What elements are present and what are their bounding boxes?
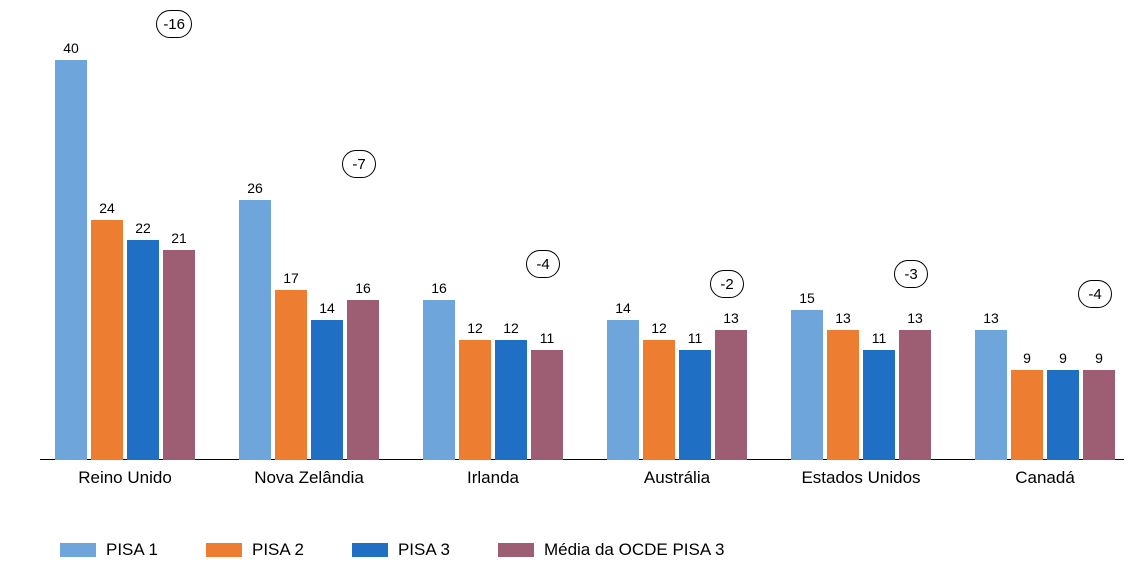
bar: 21 [163,250,195,460]
diff-bubble: -16 [156,10,192,38]
x-axis-label: Irlanda [467,468,519,488]
x-axis-labels: Reino Unido Nova Zelândia Irlanda Austrália… [40,468,1124,508]
bar: 13 [827,330,859,460]
bar-value-label: 11 [531,330,563,346]
legend-item: PISA 2 [206,540,304,560]
bar-value-label: 14 [607,300,639,316]
bar-value-label: 17 [275,270,307,286]
bar-value-label: 14 [311,300,343,316]
x-axis-label: Estados Unidos [801,468,920,488]
x-axis-line [40,459,1124,460]
diff-bubble: -4 [1078,280,1112,308]
bar-group: 16121211-4 [418,10,568,460]
bar: 16 [423,300,455,460]
bar-value-label: 13 [975,310,1007,326]
diff-bubble: -2 [710,270,744,298]
legend-label: PISA 1 [106,540,158,560]
diff-value: -16 [163,16,185,33]
legend-swatch [498,543,534,557]
bar: 12 [495,340,527,460]
bar-value-label: 12 [495,320,527,336]
legend-swatch [206,543,242,557]
bar-value-label: 13 [827,310,859,326]
bar-value-label: 13 [899,310,931,326]
diff-value: -2 [720,276,733,293]
bar-group: 15131113-3 [786,10,936,460]
x-axis-label: Reino Unido [78,468,172,488]
bar-value-label: 22 [127,220,159,236]
bar: 11 [679,350,711,460]
bar: 24 [91,220,123,460]
bar: 12 [459,340,491,460]
bar-value-label: 24 [91,200,123,216]
bar: 16 [347,300,379,460]
bar: 11 [531,350,563,460]
x-axis-label: Nova Zelândia [254,468,364,488]
bar-value-label: 26 [239,180,271,196]
bar-value-label: 11 [863,330,895,346]
legend-item: PISA 1 [60,540,158,560]
diff-value: -4 [1088,286,1101,303]
bar: 13 [715,330,747,460]
diff-bubble: -7 [342,150,376,178]
bar: 14 [607,320,639,460]
bar-value-label: 12 [459,320,491,336]
bar: 13 [975,330,1007,460]
bar: 26 [239,200,271,460]
bar-value-label: 9 [1083,350,1115,366]
bar: 9 [1083,370,1115,460]
bar: 9 [1047,370,1079,460]
legend-label: PISA 2 [252,540,304,560]
diff-value: -4 [536,256,549,273]
diff-value: -7 [352,156,365,173]
bar: 14 [311,320,343,460]
legend-swatch [352,543,388,557]
diff-bubble: -3 [894,260,928,288]
bar: 9 [1011,370,1043,460]
legend: PISA 1 PISA 2 PISA 3 Média da OCDE PISA 3 [60,530,1084,570]
bar: 22 [127,240,159,460]
bar-value-label: 16 [423,280,455,296]
bar-value-label: 16 [347,280,379,296]
legend-item: PISA 3 [352,540,450,560]
bar-group: 14121113-2 [602,10,752,460]
bar-value-label: 40 [55,40,87,56]
bar-value-label: 21 [163,230,195,246]
legend-swatch [60,543,96,557]
bar-group: 40242221-16 [50,10,200,460]
legend-label: Média da OCDE PISA 3 [544,540,724,560]
plot-area: 40242221-1626171416-716121211-414121113-… [40,10,1124,460]
legend-item: Média da OCDE PISA 3 [498,540,724,560]
bar-group: 13999-4 [970,10,1120,460]
legend-label: PISA 3 [398,540,450,560]
bar-value-label: 15 [791,290,823,306]
bar: 40 [55,60,87,460]
bar-value-label: 13 [715,310,747,326]
bar: 11 [863,350,895,460]
x-axis-label: Austrália [644,468,710,488]
bar: 17 [275,290,307,460]
x-axis-label: Canadá [1015,468,1075,488]
chart-container: 40242221-1626171416-716121211-414121113-… [0,0,1144,581]
diff-value: -3 [904,266,917,283]
bar: 13 [899,330,931,460]
bar-value-label: 11 [679,330,711,346]
bar-value-label: 9 [1047,350,1079,366]
bar-value-label: 12 [643,320,675,336]
diff-bubble: -4 [526,250,560,278]
bar-group: 26171416-7 [234,10,384,460]
bar: 15 [791,310,823,460]
bar-value-label: 9 [1011,350,1043,366]
bar: 12 [643,340,675,460]
